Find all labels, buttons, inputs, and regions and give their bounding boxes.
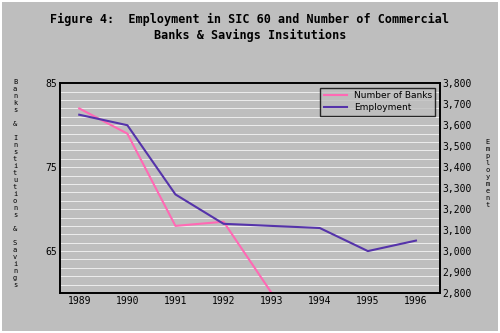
Employment [172,192,178,196]
Number of Banks [268,291,274,295]
Employment [124,123,130,127]
Line: Employment: Employment [79,115,416,251]
Number of Banks [76,107,82,111]
Employment [365,249,371,253]
Employment [268,224,274,228]
Employment [413,238,419,242]
Number of Banks [365,299,371,303]
Text: E
m
p
l
o
y
m
e
n
t: E m p l o y m e n t [486,139,490,208]
Number of Banks [220,220,226,224]
Number of Banks [172,224,178,228]
Number of Banks [124,132,130,136]
Legend: Number of Banks, Employment: Number of Banks, Employment [320,88,436,116]
Text: Figure 4:  Employment in SIC 60 and Number of Commercial
Banks & Savings Insitut: Figure 4: Employment in SIC 60 and Numbe… [50,13,450,42]
Text: B
a
n
k
s
 
&
 
I
n
s
t
i
t
u
t
i
o
n
s
 
&
 
S
a
v
i
n
g
s: B a n k s & I n s t i t u t i o n s & S … [13,79,17,288]
Number of Banks [316,299,322,303]
Line: Number of Banks: Number of Banks [79,109,416,301]
Employment [76,113,82,117]
Employment [220,222,226,226]
Employment [316,226,322,230]
Number of Banks [413,295,419,299]
